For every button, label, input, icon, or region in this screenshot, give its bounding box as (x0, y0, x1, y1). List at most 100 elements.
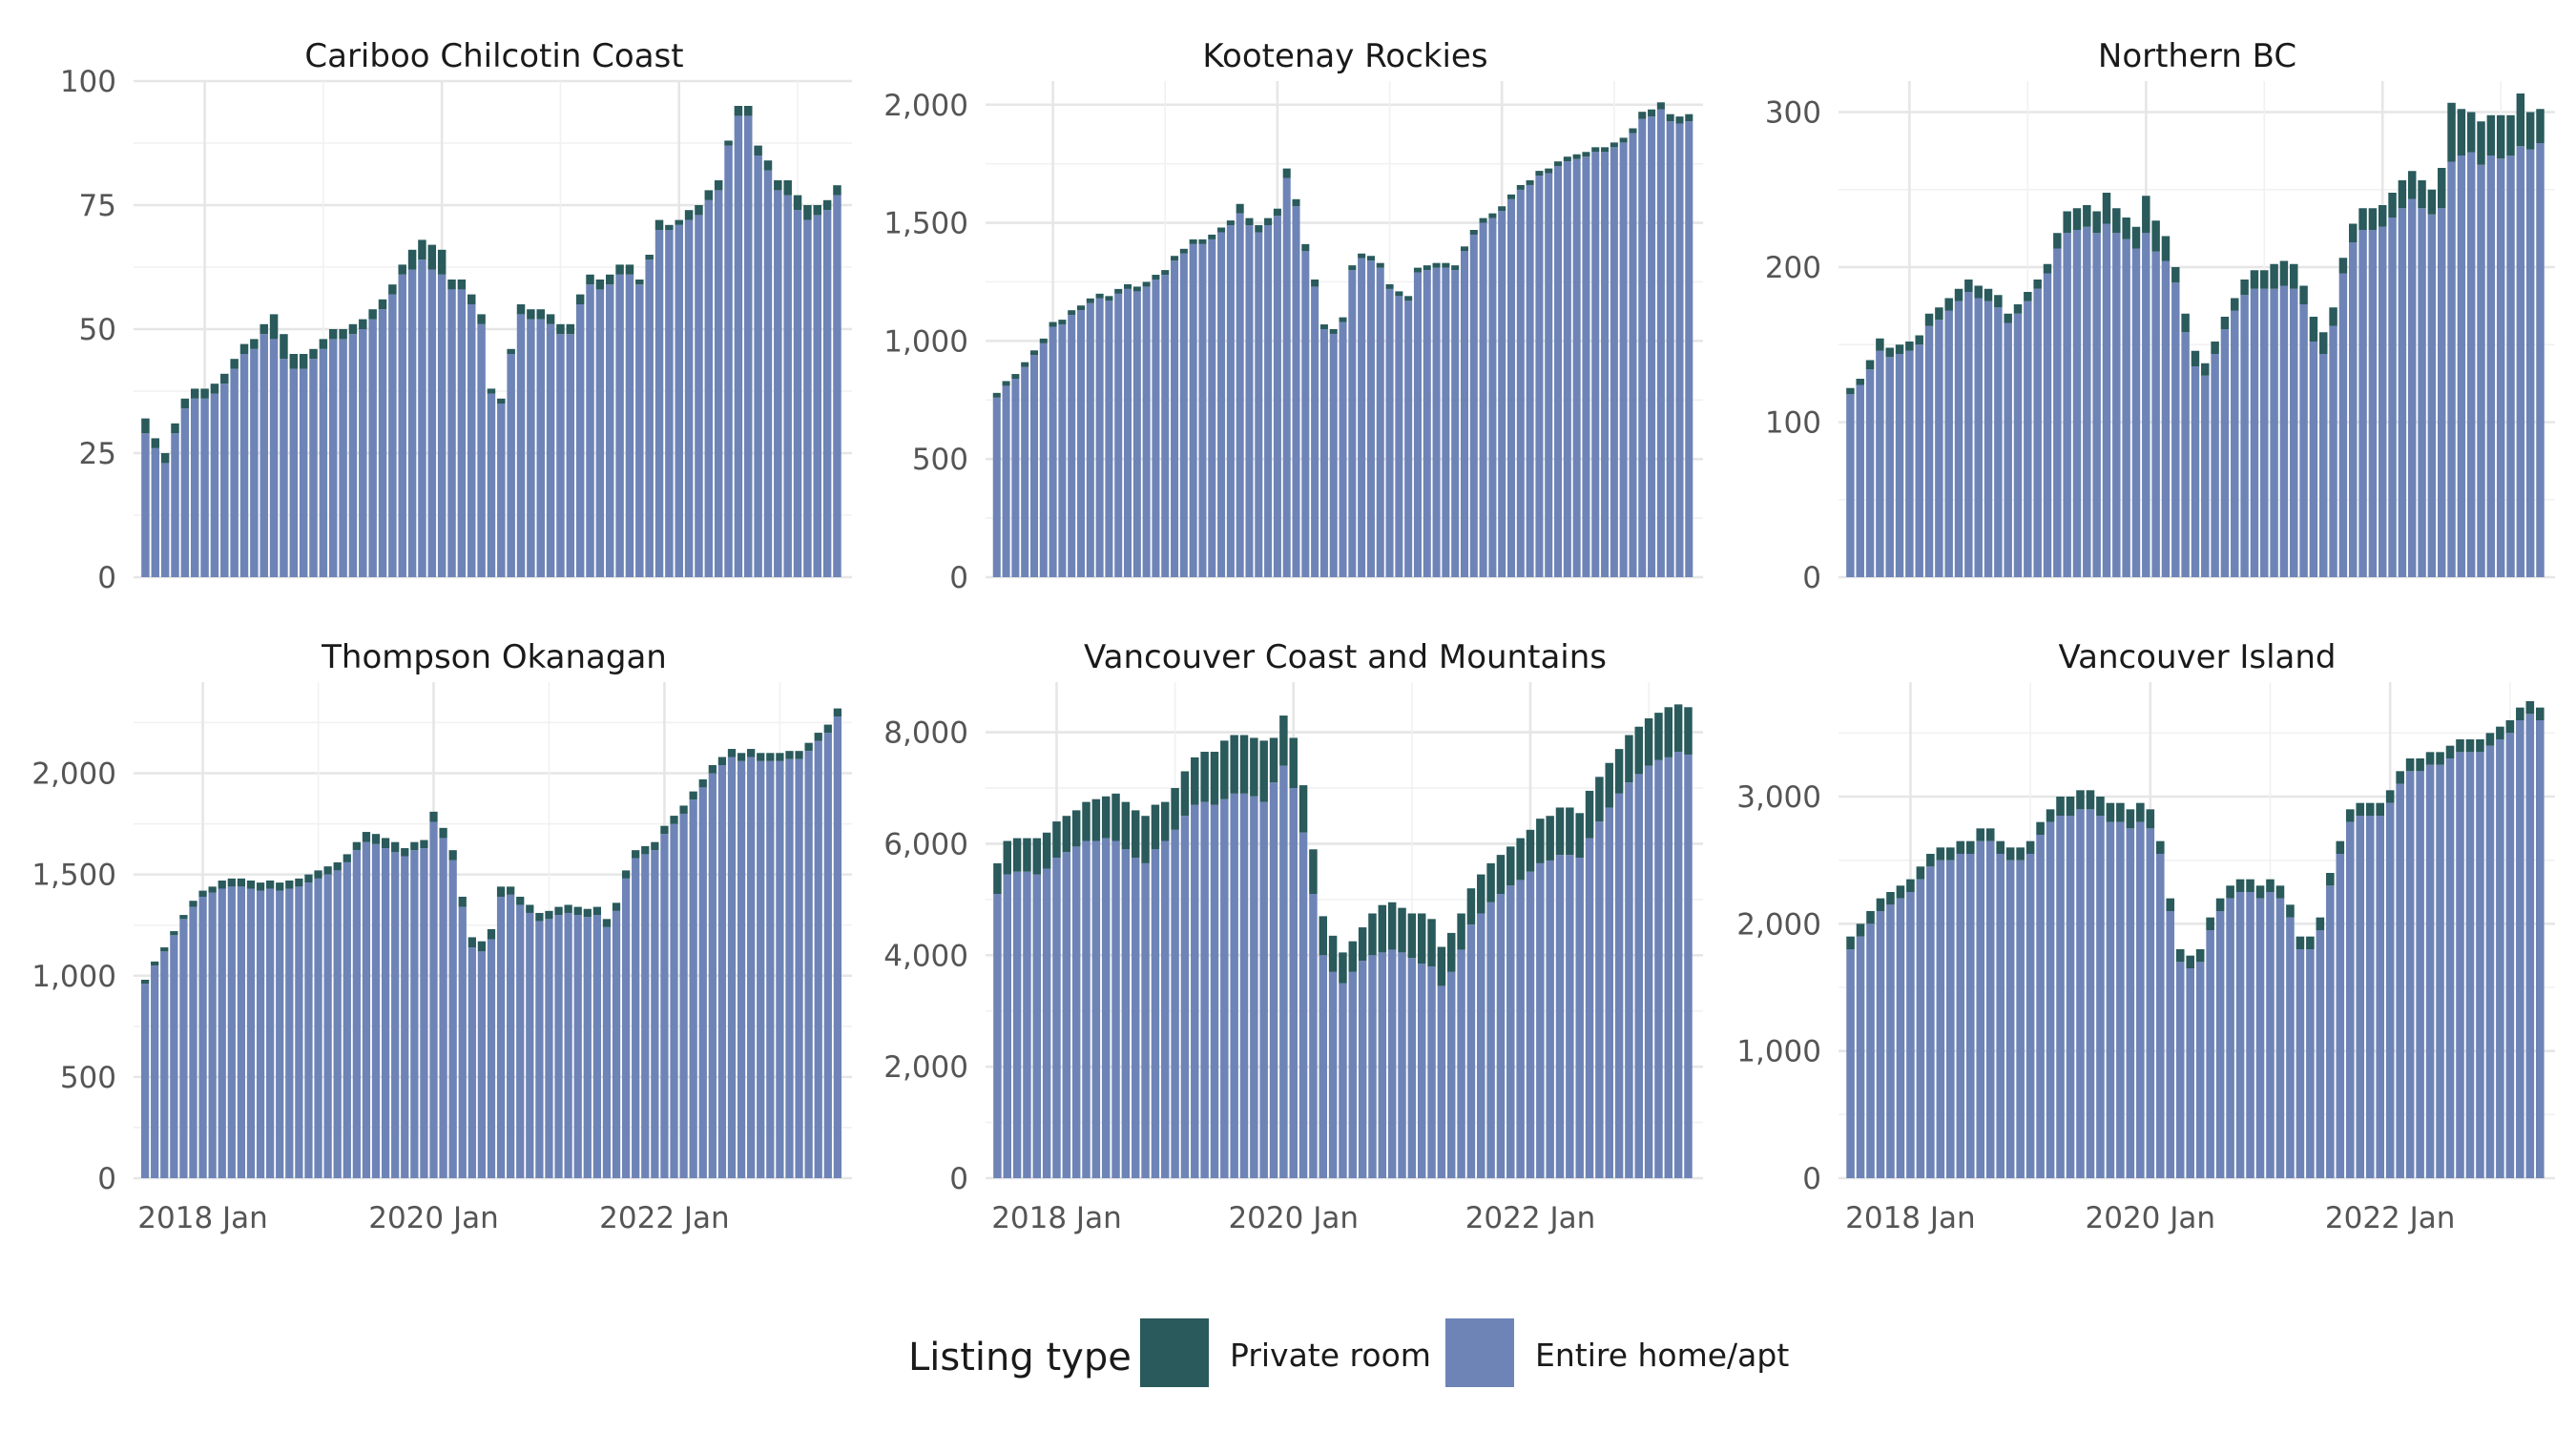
bar-private-room (1926, 854, 1935, 867)
bar-private-room (1179, 248, 1188, 254)
bar-entire-home (179, 919, 188, 1178)
y-tick-label: 6,000 (883, 827, 968, 861)
bar-entire-home (795, 758, 803, 1178)
bar-private-room (2266, 879, 2275, 892)
bar-entire-home (2086, 809, 2095, 1178)
bar-entire-home (2235, 892, 2245, 1178)
panel-title: Vancouver Island (2058, 638, 2336, 676)
bar-private-room (2505, 720, 2515, 734)
bar-private-room (2425, 752, 2435, 765)
bar-entire-home (1259, 801, 1268, 1178)
bar-entire-home (266, 888, 275, 1178)
bar-private-room (684, 210, 694, 220)
bar-private-room (260, 323, 268, 335)
bar-private-room (2299, 285, 2308, 304)
bar-private-room (2066, 797, 2075, 816)
bar-entire-home (754, 156, 762, 577)
bar-private-room (151, 438, 160, 448)
bar-private-room (814, 733, 822, 741)
bar-entire-home (276, 890, 284, 1178)
bar-entire-home (2025, 854, 2035, 1178)
bar-private-room (1648, 109, 1656, 117)
bar-entire-home (2437, 208, 2446, 577)
bar-private-room (2336, 840, 2345, 854)
bar-private-room (1427, 919, 1436, 966)
bar-private-room (804, 742, 813, 752)
bar-private-room (2486, 114, 2496, 156)
panel-thompson: Thompson Okanagan 0 500 1,000 1,500 2,000 201… (31, 638, 852, 1235)
bars (1846, 701, 2545, 1178)
bar-private-room (679, 805, 688, 814)
bar-private-room (2535, 707, 2545, 720)
bar-entire-home (319, 348, 328, 577)
bar-private-room (1638, 112, 1647, 119)
bar-private-room (2345, 809, 2355, 822)
bar-entire-home (654, 230, 664, 577)
bar-private-room (635, 280, 644, 285)
bar-entire-home (1563, 161, 1571, 577)
x-tick-label: 2022 Jan (599, 1201, 730, 1235)
bar-entire-home (1985, 840, 1995, 1178)
bar-entire-home (141, 433, 150, 577)
x-tick-label: 2018 Jan (137, 1201, 268, 1235)
bar-entire-home (1161, 840, 1170, 1178)
bar-private-room (1876, 898, 1885, 911)
bar-entire-home (1876, 350, 1884, 577)
y-tick-label: 2,000 (1736, 907, 1821, 942)
bar-private-room (1935, 307, 1943, 321)
bar-private-room (645, 255, 654, 260)
bar-entire-home (708, 773, 717, 1178)
bar-private-room (1498, 206, 1506, 212)
bar-entire-home (1886, 904, 1895, 1178)
bar-private-room (1191, 757, 1199, 805)
bar-entire-home (1486, 902, 1495, 1178)
bar-private-room (1328, 935, 1338, 972)
y-tick-label: 0 (1802, 1162, 1821, 1196)
bar-entire-home (704, 199, 714, 578)
bar-private-room (1442, 262, 1450, 268)
bar-private-room (477, 314, 486, 324)
bar-private-room (803, 205, 812, 220)
bar-entire-home (1366, 260, 1375, 577)
bar-entire-home (1915, 344, 1923, 577)
bar-entire-home (2033, 288, 2042, 577)
bar-private-room (151, 961, 159, 966)
bar-private-room (1446, 932, 1456, 972)
bar-private-room (467, 937, 476, 948)
bar-private-room (218, 881, 226, 889)
bar-private-room (546, 314, 555, 324)
bar-entire-home (2215, 911, 2225, 1178)
bar-entire-home (1245, 225, 1254, 578)
bar-private-room (1866, 911, 1875, 924)
bar-entire-home (2063, 233, 2071, 577)
bar-private-room (269, 314, 279, 340)
bar-entire-home (1378, 952, 1387, 1178)
bar-entire-home (2126, 828, 2135, 1178)
bar-entire-home (695, 215, 703, 577)
bar-private-room (2326, 873, 2335, 886)
bar-private-room (1032, 838, 1042, 875)
bar-entire-home (1956, 854, 1965, 1178)
bar-entire-home (328, 339, 338, 577)
bar-private-room (708, 765, 717, 774)
bar-private-room (507, 348, 515, 354)
bar-entire-home (2425, 764, 2435, 1178)
bar-private-room (2368, 208, 2378, 230)
bar-private-room (1264, 218, 1273, 226)
bar-private-room (1105, 296, 1113, 301)
bar-private-room (1319, 916, 1328, 956)
bar-entire-home (1289, 788, 1298, 1178)
bar-entire-home (1292, 206, 1300, 577)
bar-private-room (1230, 735, 1238, 794)
bar-entire-home (1191, 804, 1199, 1178)
bar-entire-home (1685, 121, 1693, 577)
bar-entire-home (2290, 288, 2298, 577)
bar-entire-home (757, 760, 765, 1178)
panel-kootenay: Kootenay Rockies 0 500 1,000 1,500 2,000 (883, 37, 1703, 595)
bar-private-room (2536, 109, 2545, 143)
bar-entire-home (1161, 275, 1170, 577)
panel-northern-bc: Northern BC 0 100 200 300 (1765, 37, 2555, 595)
bar-entire-home (1049, 326, 1057, 577)
bars (993, 704, 1693, 1178)
bar-entire-home (1866, 923, 1875, 1178)
